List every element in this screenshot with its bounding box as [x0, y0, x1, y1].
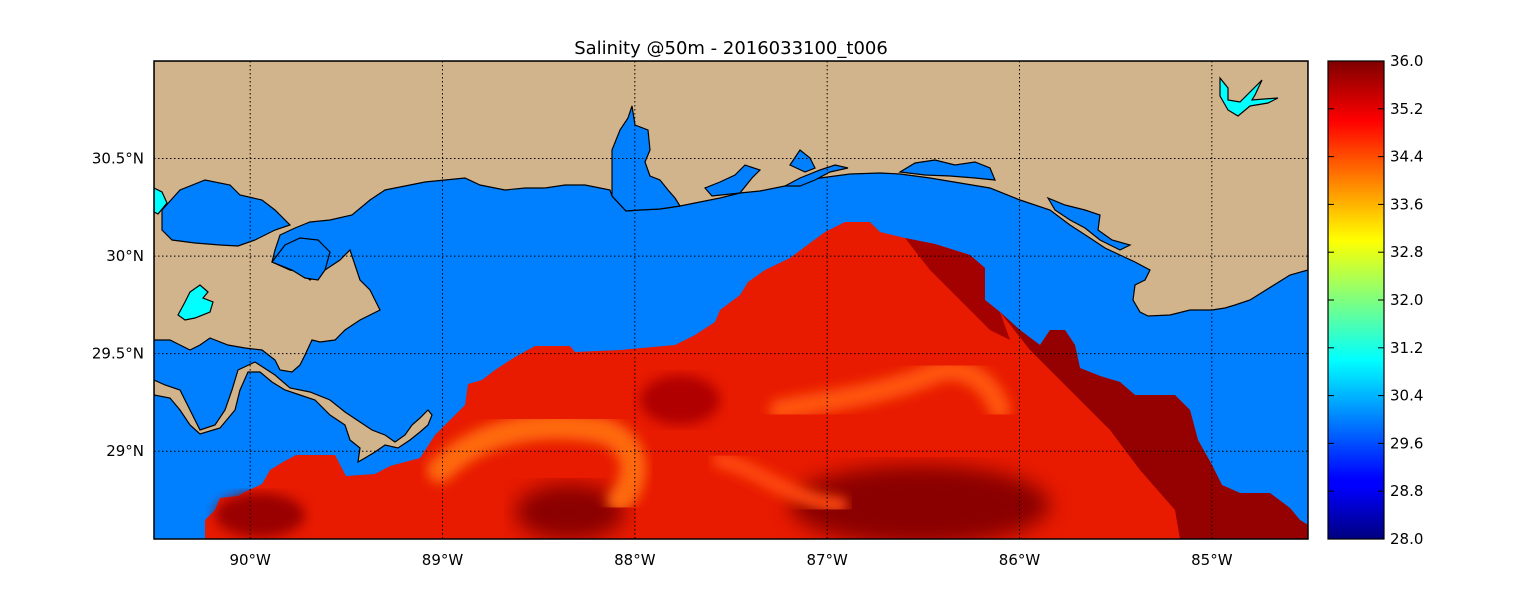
colorbar-tick-label: 32.0 [1390, 291, 1423, 309]
lake-salvador [177, 284, 214, 321]
colorbar-tick-label: 35.2 [1390, 100, 1423, 118]
colorbar-tick-label: 28.0 [1390, 530, 1423, 548]
lat-tick-label: 30°N [106, 247, 144, 265]
colorbar: 36.0 35.2 34.4 33.6 32.8 32.0 31.2 30.4 29.6 28.8… [1327, 52, 1423, 548]
lake-seminole [1219, 76, 1279, 117]
landmass [154, 61, 1308, 464]
pensacola-bay [703, 164, 762, 197]
gridlines [154, 61, 1308, 539]
map-frame [153, 60, 1309, 540]
land-south-delta [154, 361, 433, 464]
lat-tick-label: 30.5°N [92, 150, 144, 168]
st-andrew-bay [898, 159, 996, 181]
lake-borgne [271, 237, 331, 281]
colorbar-gradient [1327, 60, 1385, 540]
lon-tick-label: 90°W [229, 551, 271, 569]
apalachicola-bay [1046, 196, 1132, 251]
lon-tick-label: 86°W [999, 551, 1041, 569]
colorbar-tick-label: 32.8 [1390, 243, 1423, 261]
lat-tick-label: 29°N [106, 442, 144, 460]
lon-tick-label: 85°W [1191, 551, 1233, 569]
salinity-field-base [205, 222, 1308, 539]
lat-tick-labels: 30.5°N 30°N 29.5°N 29°N [92, 150, 144, 461]
salinity-plume-orange-2 [769, 359, 1011, 421]
salinity-eddy-dark [640, 375, 720, 425]
salinity-high-west [215, 493, 305, 537]
colorbar-tick-label: 29.6 [1390, 434, 1423, 452]
salinity-high-northeast [905, 238, 1010, 340]
salinity-high-southwest [515, 484, 625, 539]
map-title: Salinity @50m - 2016033100_t006 [574, 38, 888, 59]
lon-tick-labels: 90°W 89°W 88°W 87°W 86°W 85°W [229, 551, 1232, 569]
lon-tick-label: 88°W [614, 551, 656, 569]
lake-pontchartrain [161, 179, 292, 247]
colorbar-tick-label: 34.4 [1390, 148, 1423, 166]
salinity-plume-orange-3 [712, 452, 848, 513]
land-north-coast [154, 61, 1308, 373]
colorbar-ticks: 36.0 35.2 34.4 33.6 32.8 32.0 31.2 30.4 29.6 28.8… [1328, 52, 1423, 548]
colorbar-tick-label: 28.8 [1390, 482, 1423, 500]
map-area [154, 61, 1308, 539]
colorbar-tick-label: 31.2 [1390, 339, 1423, 357]
lon-tick-label: 89°W [422, 551, 464, 569]
choctawhatchee-bay [784, 164, 849, 187]
escambia-bay [789, 149, 816, 173]
salinity-field [205, 222, 1308, 539]
salinity-plume-orange [427, 413, 646, 513]
salinity-high-east [1000, 312, 1308, 539]
lat-tick-label: 29.5°N [92, 345, 144, 363]
lake-maurepas [154, 187, 168, 215]
colorbar-tick-label: 33.6 [1390, 195, 1423, 213]
lon-tick-label: 87°W [806, 551, 848, 569]
colorbar-tick-label: 36.0 [1390, 52, 1423, 70]
colorbar-tick-label: 30.4 [1390, 387, 1423, 405]
salinity-high-south [790, 465, 1050, 539]
